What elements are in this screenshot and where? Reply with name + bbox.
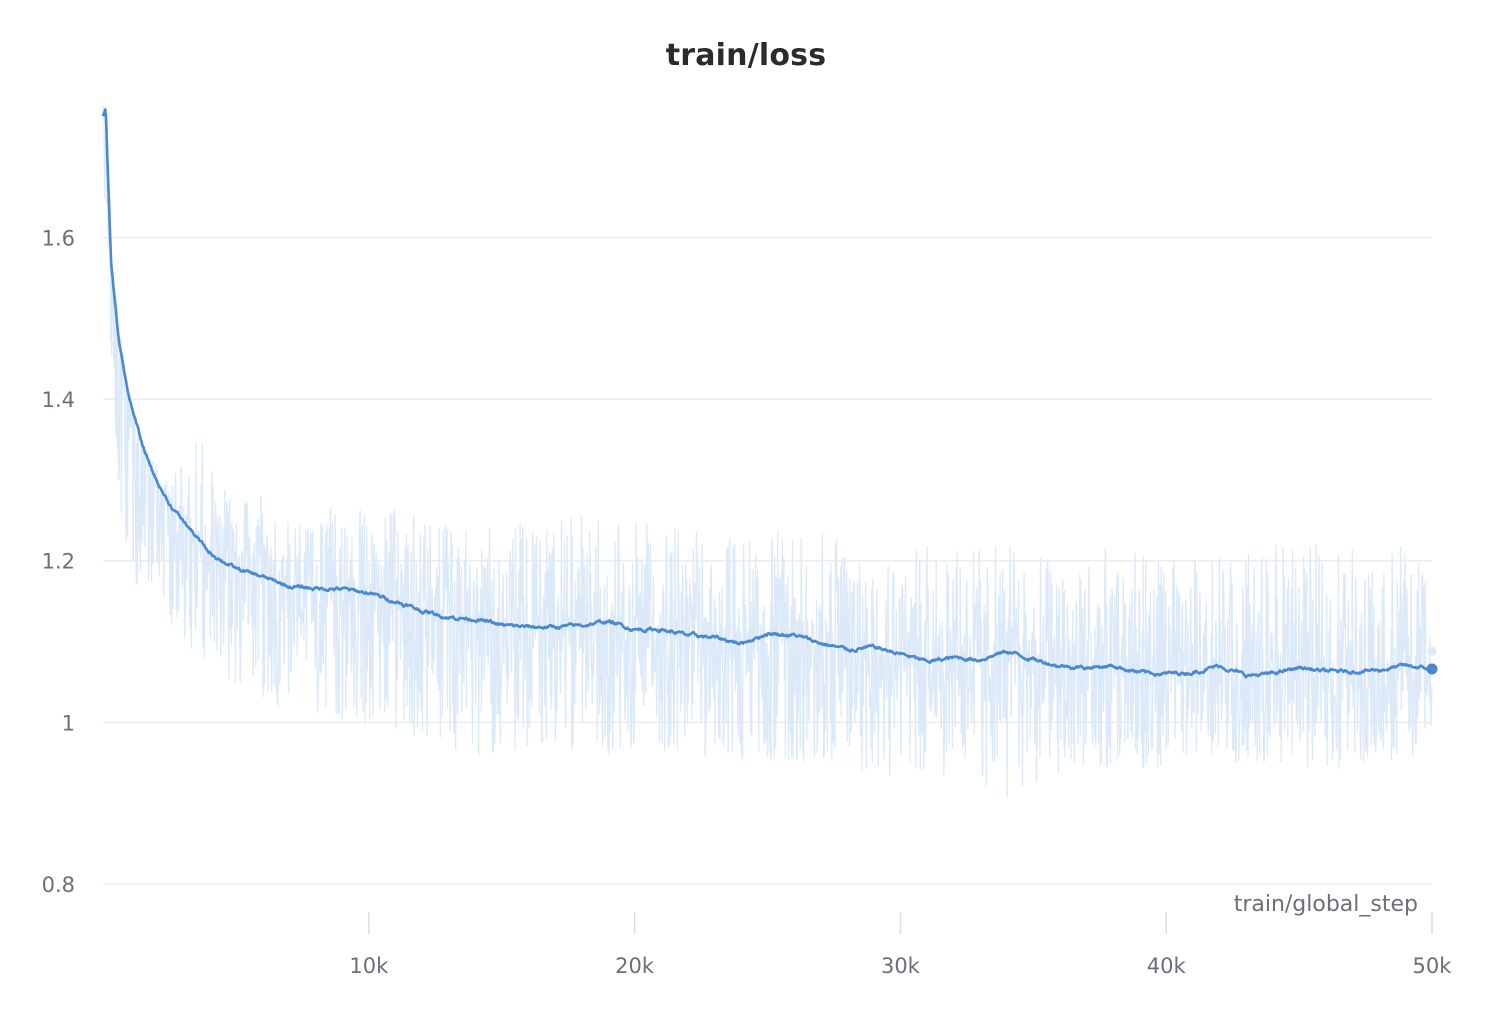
smoothed-series bbox=[101, 108, 1438, 679]
x-tick-label: 50k bbox=[1413, 954, 1453, 978]
raw-last-point bbox=[1427, 646, 1437, 656]
x-axis-label: train/global_step bbox=[1234, 892, 1418, 917]
y-tick-label: 1 bbox=[62, 711, 75, 735]
y-tick-label: 1.6 bbox=[42, 226, 75, 250]
x-tick-label: 20k bbox=[615, 954, 655, 978]
raw-series bbox=[102, 105, 1437, 797]
y-tick-label: 1.4 bbox=[42, 388, 75, 412]
x-tick-label: 40k bbox=[1147, 954, 1187, 978]
grid bbox=[103, 236, 1432, 885]
x-tick-label: 30k bbox=[881, 954, 921, 978]
chart-title: train/loss bbox=[665, 38, 827, 73]
y-tick-label: 1.2 bbox=[42, 550, 75, 574]
y-tick-label: 0.8 bbox=[42, 873, 75, 897]
smoothed-last-point bbox=[1426, 663, 1438, 675]
x-tick-label: 10k bbox=[349, 954, 389, 978]
smoothed-loss-line bbox=[101, 108, 1433, 679]
raw-loss-line bbox=[102, 105, 1433, 797]
axis-ticks: 0.8 1 1.2 1.4 1.6 10k 20k 30k 40k 50k bbox=[42, 226, 1453, 978]
